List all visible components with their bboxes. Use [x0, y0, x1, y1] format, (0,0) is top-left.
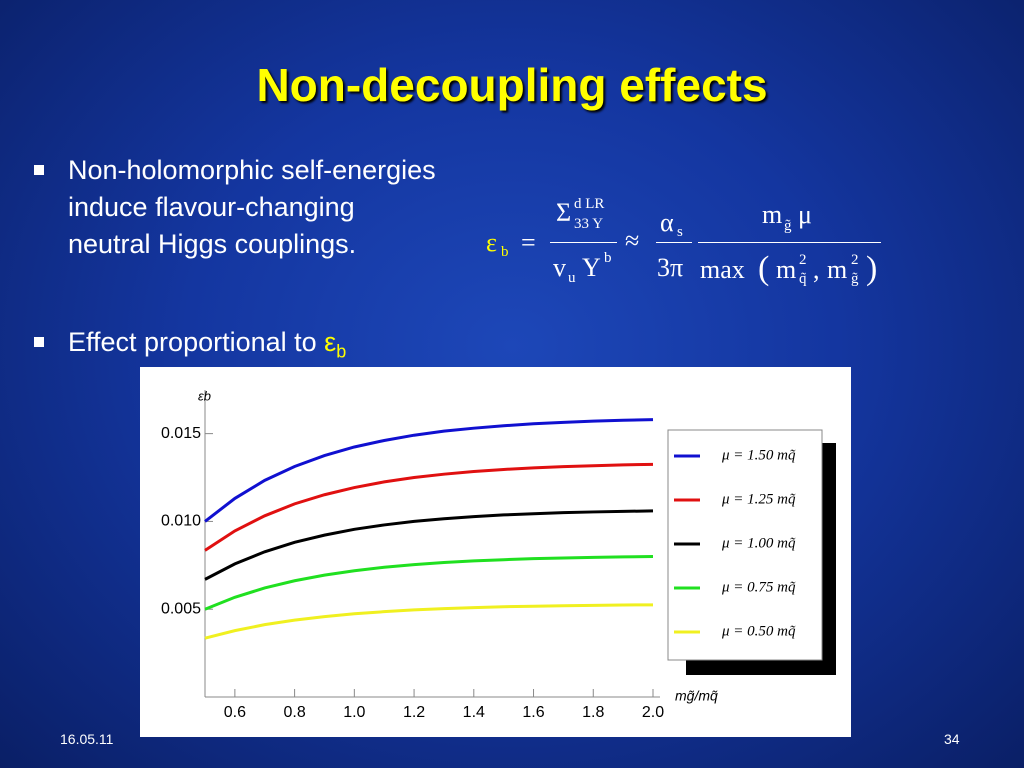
y-axis-label: εb — [198, 388, 211, 403]
f: v — [553, 253, 566, 282]
x-tick-label: 1.0 — [343, 704, 365, 721]
x-axis-label: mg̃/mq̃ — [675, 688, 718, 704]
legend-label: μ = 1.50 mq̃ — [721, 447, 796, 463]
bullet-text: Non-holomorphic self-energies induce fla… — [68, 155, 436, 259]
y-tick-label: 0.010 — [161, 513, 201, 530]
f: d LR — [574, 196, 605, 212]
bullet: Non-holomorphic self-energies induce fla… — [34, 152, 443, 263]
legend-label: μ = 0.50 mq̃ — [721, 623, 796, 639]
legend-label: μ = 1.25 mq̃ — [721, 491, 796, 507]
x-tick-label: 0.6 — [224, 704, 246, 721]
footer-page: 34 — [944, 731, 960, 747]
series-line — [204, 462, 654, 552]
f: g̃ — [784, 218, 792, 234]
f: 3π — [657, 253, 684, 282]
series-line — [204, 418, 654, 523]
series-line — [204, 555, 654, 611]
slide-title: Non-decoupling effects — [256, 59, 768, 111]
x-tick-label: 2.0 — [642, 704, 664, 721]
f: Y — [582, 253, 601, 282]
f: m — [776, 255, 797, 284]
f: Σ — [556, 198, 572, 227]
f: 33 Y — [574, 216, 604, 232]
legend-label: μ = 0.75 mq̃ — [721, 579, 796, 595]
series-line — [204, 509, 654, 581]
legend-label: μ = 1.00 mq̃ — [721, 535, 796, 551]
footer-date: 16.05.11 — [60, 731, 114, 747]
f: s — [677, 224, 683, 240]
f: b — [604, 250, 612, 266]
f: 2 — [799, 252, 807, 268]
symbol-sub: b — [336, 341, 347, 362]
x-tick-label: 1.4 — [463, 704, 485, 721]
bullet-text: Effect proportional to — [68, 327, 325, 357]
f: μ — [798, 200, 812, 229]
x-tick-label: 0.8 — [283, 704, 305, 721]
y-tick-label: 0.005 — [161, 600, 201, 617]
f: m — [762, 200, 783, 229]
f: ε — [486, 228, 497, 257]
f: b — [501, 244, 509, 260]
y-tick-label: 0.015 — [161, 425, 201, 442]
x-tick-label: 1.6 — [522, 704, 544, 721]
f: max — [700, 255, 745, 284]
f: m — [827, 255, 848, 284]
symbol: ε — [324, 327, 337, 357]
x-tick-label: 1.8 — [582, 704, 604, 721]
x-tick-label: 1.2 — [403, 704, 425, 721]
f: u — [568, 270, 576, 286]
f: g̃ — [851, 271, 859, 287]
bullet: Effect proportional to εb — [34, 324, 468, 370]
f: 2 — [851, 252, 859, 268]
f: = — [521, 228, 536, 257]
series-line — [204, 603, 654, 640]
f: , — [813, 255, 820, 284]
f: α — [660, 208, 674, 237]
f: ≈ — [625, 226, 640, 255]
f: q̃ — [799, 271, 807, 287]
